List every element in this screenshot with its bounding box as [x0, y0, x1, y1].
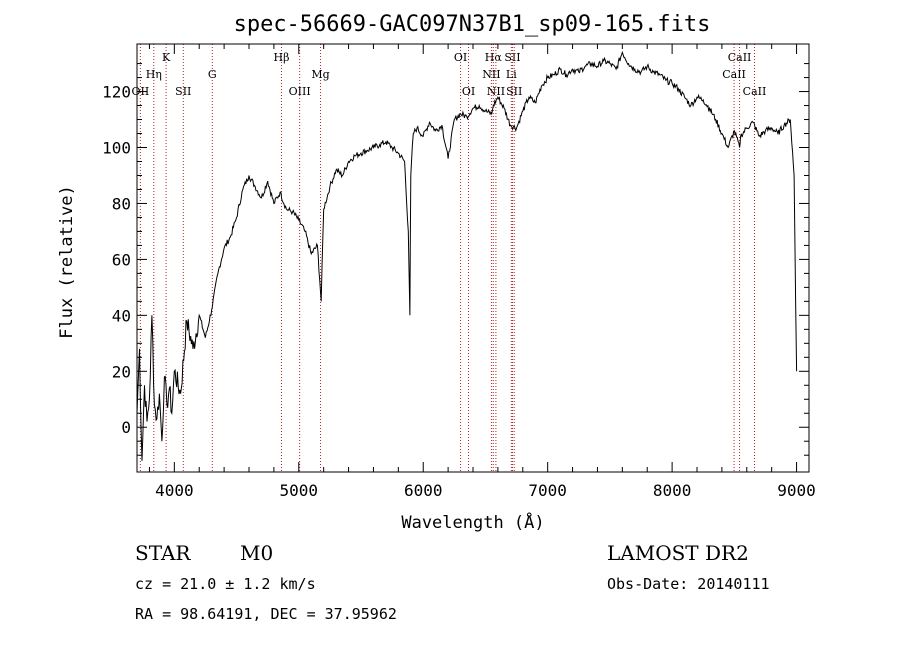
line-marker-label: SII — [506, 85, 522, 98]
axis-ticks: 4000 5000 6000 7000 8000 9000 0 20 40 60 80 100 120 — [102, 44, 816, 500]
line-marker-label: CaII — [743, 85, 767, 98]
line-marker-label: G — [208, 68, 217, 81]
line-marker-label: OI — [462, 85, 475, 98]
x-tick-label: 6000 — [404, 481, 443, 500]
y-tick-label: 80 — [112, 194, 131, 213]
x-tick-label: 7000 — [528, 481, 567, 500]
x-axis-label: Wavelength (Å) — [401, 511, 544, 533]
spectrum-series — [136, 50, 798, 461]
object-class: STAR — [135, 541, 191, 565]
survey-name: LAMOST DR2 — [607, 541, 749, 565]
line-marker-label: CaII — [728, 51, 752, 64]
object-subclass: M0 — [240, 541, 273, 565]
y-axis-label: Flux (relative) — [57, 185, 77, 339]
y-tick-label: 120 — [102, 83, 131, 102]
line-marker-label: Hη — [146, 68, 162, 81]
line-marker-label: OI — [454, 51, 467, 64]
y-tick-label: 20 — [112, 362, 131, 381]
observation-date: Obs-Date: 20140111 — [607, 575, 770, 593]
line-marker-label: OIII — [289, 85, 311, 98]
x-tick-label: 9000 — [777, 481, 816, 500]
line-marker-label: NII — [487, 85, 505, 98]
y-tick-label: 60 — [112, 250, 131, 269]
line-marker-label: Li — [506, 68, 517, 81]
y-tick-label: 0 — [121, 418, 131, 437]
redshift-readout: cz = 21.0 ± 1.2 km/s — [135, 575, 316, 593]
line-marker-label: NII — [482, 68, 500, 81]
line-marker-label: Mg — [311, 68, 329, 81]
spectrum-line — [136, 50, 798, 461]
chart-title: spec-56669-GAC097N37B1_sp09-165.fits — [234, 12, 711, 37]
y-tick-label: 100 — [102, 139, 131, 158]
coordinates-readout: RA = 98.64191, DEC = 37.95962 — [135, 605, 397, 623]
line-marker-label: Hβ — [274, 51, 290, 64]
line-marker-label: SII — [175, 85, 191, 98]
x-tick-label: 4000 — [155, 481, 194, 500]
y-tick-label: 40 — [112, 306, 131, 325]
x-tick-label: 8000 — [653, 481, 692, 500]
line-marker-label: Hα — [485, 51, 503, 64]
x-tick-label: 5000 — [280, 481, 319, 500]
line-marker-label: K — [162, 51, 171, 64]
line-marker-label: SII — [504, 51, 520, 64]
spectral-line-markers: HηOIIKSIIGHβOIIIMgOIOIHαNIINIISIILiSIICa… — [132, 44, 767, 472]
line-marker-label: CaII — [722, 68, 746, 81]
